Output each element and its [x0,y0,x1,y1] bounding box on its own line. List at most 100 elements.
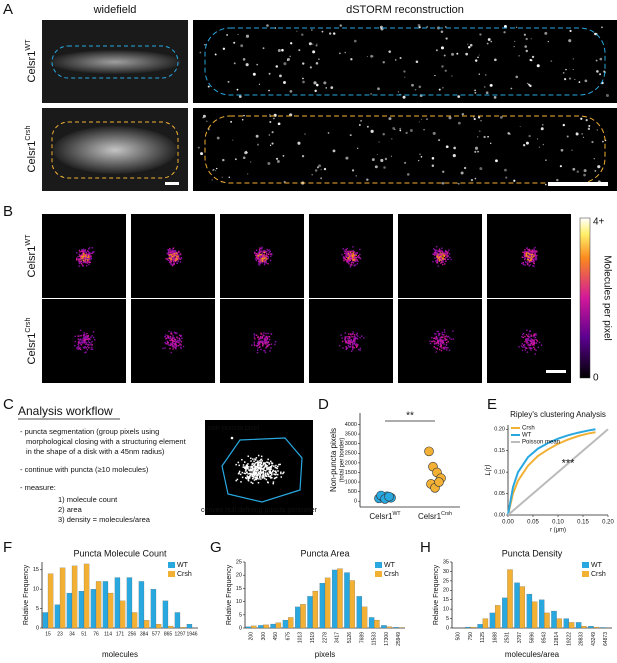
workflow-step: 2) area [58,505,83,514]
pixel [80,254,82,257]
pixel [259,260,262,262]
bar [258,625,264,629]
pixel [176,337,179,339]
pixel [261,342,264,345]
pixel [74,344,76,347]
bar [150,589,157,629]
pixel [264,260,266,262]
y-axis-label: Non-puncta pixels [329,428,338,492]
localization [311,29,313,31]
bar [551,610,557,629]
pixel [262,260,264,262]
pixel [90,256,92,259]
pixel [245,477,248,480]
pixel [173,260,175,263]
localization [405,131,408,135]
pixel [346,254,349,256]
cluster-image [487,299,571,383]
pixel [84,260,86,262]
pixel [445,347,448,349]
pixel [245,468,247,470]
pixel [356,343,358,345]
pixel [266,346,268,348]
localization [423,129,425,131]
pixel [526,342,528,344]
pixel [83,255,86,257]
pixel [529,255,532,257]
localization [509,133,511,136]
bar [526,593,533,629]
localization [216,136,220,140]
pixel [254,252,257,255]
localization [382,61,385,64]
localization [523,144,526,147]
x-tick-label: Celsr1WT [369,512,401,522]
pixel [257,454,260,457]
localization [593,32,597,36]
pixel [436,336,438,339]
pixel [441,247,443,249]
pixel [270,333,273,335]
pixel [78,335,80,337]
x-axis-label: molecules [102,650,138,659]
pixel [345,255,347,257]
pixel [257,341,260,343]
pixel [439,253,441,256]
pixel [256,351,259,354]
pixel [351,345,354,347]
pixel [250,481,252,484]
pixel [87,259,89,261]
pixel [535,349,537,352]
localization [600,26,603,29]
localization [473,117,476,121]
pixel [77,258,80,260]
pixel [528,336,531,338]
pixel [173,255,175,257]
pixel [180,346,182,349]
bar [502,597,508,629]
localization [250,161,252,163]
localization [560,148,564,152]
pixel [274,470,277,472]
pixel [254,459,257,461]
legend-swatch [168,562,175,568]
pixel [436,259,438,262]
pixel [535,339,538,341]
pixel [263,340,265,343]
pixel [280,472,282,475]
pixel [169,257,171,259]
pixel [254,469,256,471]
y-tick-label: 0.05 [494,491,505,497]
pixel [237,461,240,464]
y-tick-label: 3500 [345,432,357,438]
pixel [347,344,350,347]
y-tick-label: 15 [443,597,449,603]
pixel [171,254,173,256]
pixel [528,257,531,260]
pixel [534,338,536,341]
pixel [532,256,534,258]
pixel [434,252,436,254]
localization [434,74,436,77]
pixel [349,337,351,339]
pixel [176,256,179,259]
pixel [345,346,347,348]
localization [477,56,479,59]
pixel [87,255,90,257]
pixel [522,333,524,336]
pixel [265,251,267,253]
pixel [247,455,250,457]
localization [197,146,200,149]
localization [275,65,279,68]
localization [200,152,204,156]
pixel [532,343,534,345]
x-tick-label: 200 [248,632,254,641]
pixel [523,346,526,348]
pixel [349,343,351,345]
pixel [251,472,253,475]
localization [222,158,225,162]
pixel [167,335,169,337]
workflow-title: Analysis workflow [18,404,113,418]
localization [503,25,507,28]
pixel [260,251,262,253]
